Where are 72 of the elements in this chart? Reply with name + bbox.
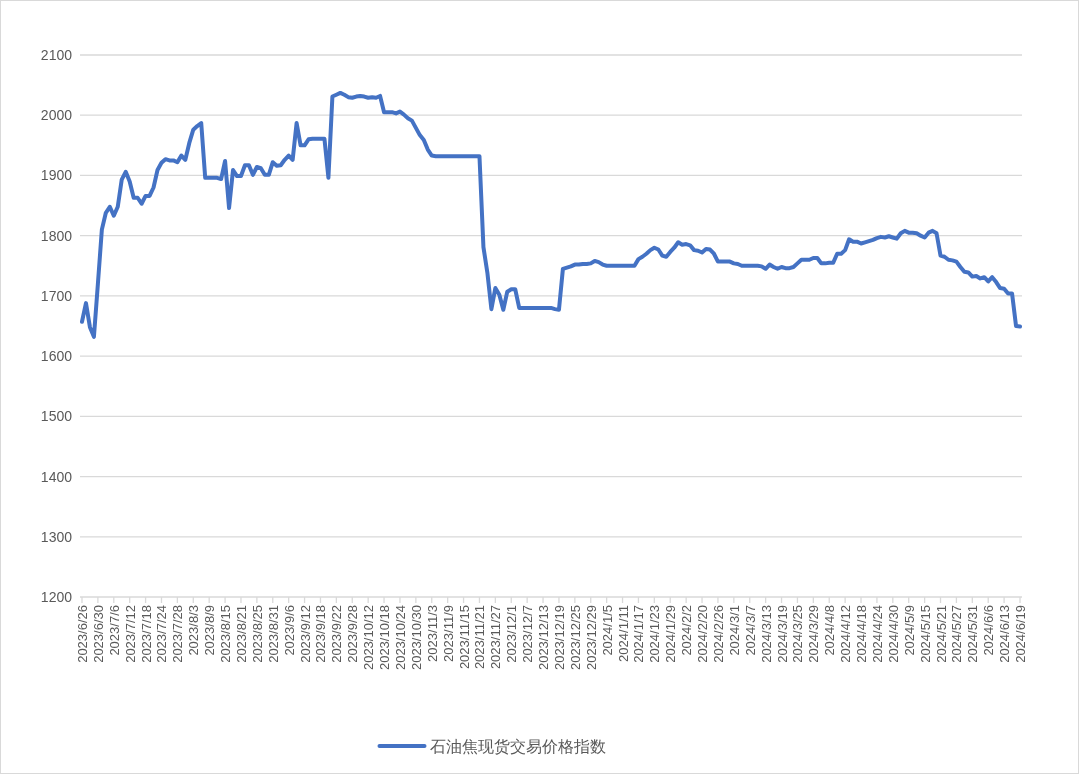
x-tick-label: 2023/8/9 bbox=[202, 605, 218, 656]
x-tick-label: 2024/5/9 bbox=[901, 605, 917, 656]
x-tick-label: 2023/6/26 bbox=[74, 605, 90, 663]
x-tick-label: 2024/6/19 bbox=[1013, 605, 1029, 663]
y-tick-label: 1700 bbox=[40, 287, 73, 304]
y-tick-label: 1600 bbox=[40, 348, 73, 365]
x-tick-label: 2023/8/31 bbox=[265, 605, 281, 663]
x-tick-label: 2023/12/25 bbox=[567, 605, 583, 671]
y-tick-label: 2000 bbox=[40, 107, 73, 124]
x-tick-label: 2024/6/13 bbox=[997, 605, 1013, 663]
x-tick-label: 2024/5/21 bbox=[933, 605, 949, 663]
legend-label: 石油焦现货交易价格指数 bbox=[429, 738, 606, 755]
x-tick-label: 2023/8/25 bbox=[249, 605, 265, 663]
x-tick-label: 2024/4/24 bbox=[869, 605, 885, 663]
x-tick-label: 2024/4/12 bbox=[838, 605, 854, 663]
x-tick-label: 2024/4/8 bbox=[822, 605, 838, 656]
x-tick-label: 2023/7/18 bbox=[138, 605, 154, 663]
x-tick-label: 2023/9/12 bbox=[297, 605, 313, 663]
x-tick-label: 2024/3/13 bbox=[758, 605, 774, 663]
x-tick-label: 2023/6/30 bbox=[90, 605, 106, 663]
x-tick-label: 2024/1/17 bbox=[631, 605, 647, 663]
x-tick-label: 2023/8/3 bbox=[186, 605, 202, 656]
x-tick-label: 2023/9/18 bbox=[313, 605, 329, 663]
y-tick-label: 1800 bbox=[40, 227, 73, 244]
x-tick-label: 2023/7/12 bbox=[122, 605, 138, 663]
legend: 石油焦现货交易价格指数 bbox=[377, 738, 606, 755]
x-tick-label: 2024/2/26 bbox=[710, 605, 726, 663]
x-tick-label: 2023/11/27 bbox=[488, 605, 504, 670]
y-tick-label: 2100 bbox=[40, 47, 73, 63]
x-tick-label: 2023/8/21 bbox=[233, 605, 249, 663]
x-tick-label: 2024/3/29 bbox=[806, 605, 822, 663]
y-tick-label: 1500 bbox=[40, 408, 73, 425]
y-tick-label: 1200 bbox=[40, 589, 73, 605]
x-tick-label: 2023/7/6 bbox=[106, 605, 122, 656]
x-tick-label: 2023/10/12 bbox=[361, 605, 377, 671]
x-tick-label: 2024/5/27 bbox=[949, 605, 965, 663]
x-tick-label: 2023/10/24 bbox=[392, 605, 408, 671]
x-tick-label: 2024/3/25 bbox=[790, 605, 806, 663]
x-tick-label: 2024/1/23 bbox=[647, 605, 663, 663]
x-tick-label: 2023/11/21 bbox=[472, 605, 488, 670]
x-tick-label: 2024/1/5 bbox=[599, 605, 615, 656]
x-tick-label: 2023/11/9 bbox=[440, 605, 456, 662]
x-tick-label: 2024/1/11 bbox=[615, 605, 631, 662]
y-tick-label: 1300 bbox=[40, 528, 73, 545]
x-tick-label: 2024/2/2 bbox=[679, 605, 695, 656]
x-tick-label: 2024/2/20 bbox=[695, 605, 711, 663]
x-tick-label: 2024/3/19 bbox=[774, 605, 790, 663]
x-tick-label: 2024/5/31 bbox=[965, 605, 981, 663]
x-tick-label: 2024/4/30 bbox=[885, 605, 901, 663]
x-tick-label: 2023/7/24 bbox=[154, 605, 170, 663]
x-tick-label: 2024/5/15 bbox=[917, 605, 933, 663]
x-tick-label: 2023/9/28 bbox=[345, 605, 361, 663]
x-tick-label: 2023/11/15 bbox=[456, 605, 472, 670]
x-tick-label: 2023/12/19 bbox=[551, 605, 567, 671]
x-tick-label: 2023/9/22 bbox=[329, 605, 345, 663]
y-tick-label: 1400 bbox=[40, 468, 73, 485]
x-tick-label: 2023/12/7 bbox=[520, 605, 536, 663]
x-tick-label: 2023/7/28 bbox=[170, 605, 186, 663]
x-tick-label: 2024/3/1 bbox=[726, 605, 742, 656]
y-tick-label: 1900 bbox=[40, 167, 73, 184]
x-tick-label: 2024/6/6 bbox=[981, 605, 997, 656]
x-tick-label: 2024/3/7 bbox=[742, 605, 758, 656]
x-tick-label: 2023/12/13 bbox=[536, 605, 552, 671]
x-tick-label: 2023/11/3 bbox=[424, 605, 440, 662]
x-tick-label: 2023/10/18 bbox=[377, 605, 393, 671]
x-tick-label: 2023/12/29 bbox=[583, 605, 599, 671]
x-tick-label: 2023/9/6 bbox=[281, 605, 297, 656]
x-tick-label: 2024/4/18 bbox=[854, 605, 870, 663]
x-tick-label: 2024/1/29 bbox=[663, 605, 679, 663]
x-tick-label: 2023/8/15 bbox=[218, 605, 234, 663]
x-tick-label: 2023/10/30 bbox=[408, 605, 424, 671]
x-tick-label: 2023/12/1 bbox=[504, 605, 520, 663]
